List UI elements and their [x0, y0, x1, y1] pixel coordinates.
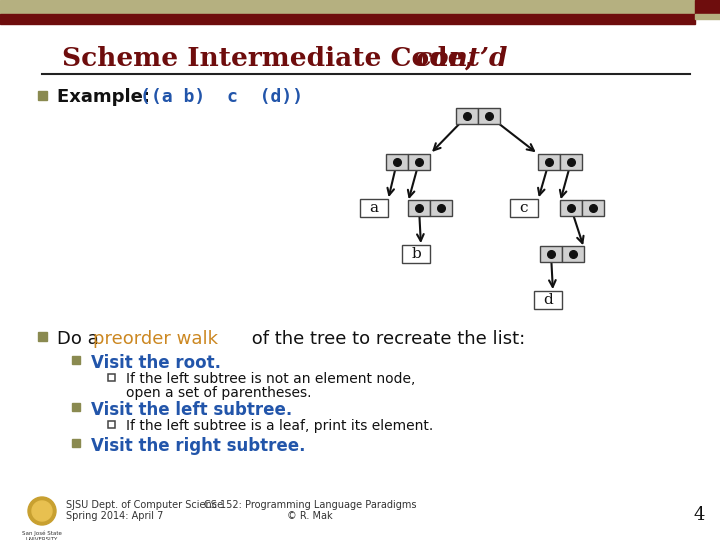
Bar [108, 374, 115, 381]
Bar [560, 154, 582, 170]
Text: SJSU Dept. of Computer Science: SJSU Dept. of Computer Science [66, 500, 223, 510]
Text: of the tree to recreate the list:: of the tree to recreate the list: [246, 330, 526, 348]
Text: cont’d: cont’d [415, 46, 508, 71]
Bar [534, 291, 562, 309]
Bar [695, 14, 720, 19]
Bar [38, 332, 47, 341]
Bar [408, 200, 430, 216]
Bar [538, 154, 560, 170]
Text: 4: 4 [693, 506, 705, 524]
Text: Visit the root.: Visit the root. [91, 354, 221, 372]
Bar [560, 200, 582, 216]
Text: open a set of parentheses.: open a set of parentheses. [126, 386, 312, 400]
Bar [0, 14, 695, 24]
Text: c: c [520, 201, 528, 215]
Text: Visit the left subtree.: Visit the left subtree. [91, 401, 292, 419]
Bar [108, 421, 115, 428]
Bar [72, 356, 80, 364]
Text: Example:: Example: [57, 88, 156, 106]
Text: ((a b)  c  (d)): ((a b) c (d)) [140, 88, 303, 106]
Bar [510, 199, 538, 217]
Text: © R. Mak: © R. Mak [287, 511, 333, 521]
Bar [456, 108, 478, 124]
Text: Scheme Intermediate Code,: Scheme Intermediate Code, [62, 46, 474, 71]
Text: a: a [369, 201, 379, 215]
Text: Visit the right subtree.: Visit the right subtree. [91, 437, 305, 455]
Bar [38, 91, 47, 100]
Text: If the left subtree is a leaf, print its element.: If the left subtree is a leaf, print its… [126, 419, 433, 433]
Circle shape [32, 501, 52, 521]
Circle shape [28, 497, 56, 525]
Bar [408, 154, 430, 170]
Text: If the left subtree is not an element node,: If the left subtree is not an element no… [126, 372, 415, 386]
Text: San José State
UNIVERSITY: San José State UNIVERSITY [22, 531, 62, 540]
Bar [562, 246, 584, 262]
Bar [430, 200, 452, 216]
Text: b: b [411, 247, 421, 261]
Text: preorder walk: preorder walk [93, 330, 218, 348]
Text: Spring 2014: April 7: Spring 2014: April 7 [66, 511, 163, 521]
Text: d: d [543, 293, 553, 307]
Bar [582, 200, 604, 216]
Text: Do a: Do a [57, 330, 104, 348]
Bar [540, 246, 562, 262]
Bar [695, 0, 720, 14]
Bar [0, 0, 695, 14]
Bar [72, 439, 80, 447]
Bar [72, 403, 80, 411]
Text: CS 152: Programming Language Paradigms: CS 152: Programming Language Paradigms [204, 500, 416, 510]
Bar [386, 154, 408, 170]
Bar [360, 199, 388, 217]
Bar [478, 108, 500, 124]
Bar [402, 245, 430, 263]
